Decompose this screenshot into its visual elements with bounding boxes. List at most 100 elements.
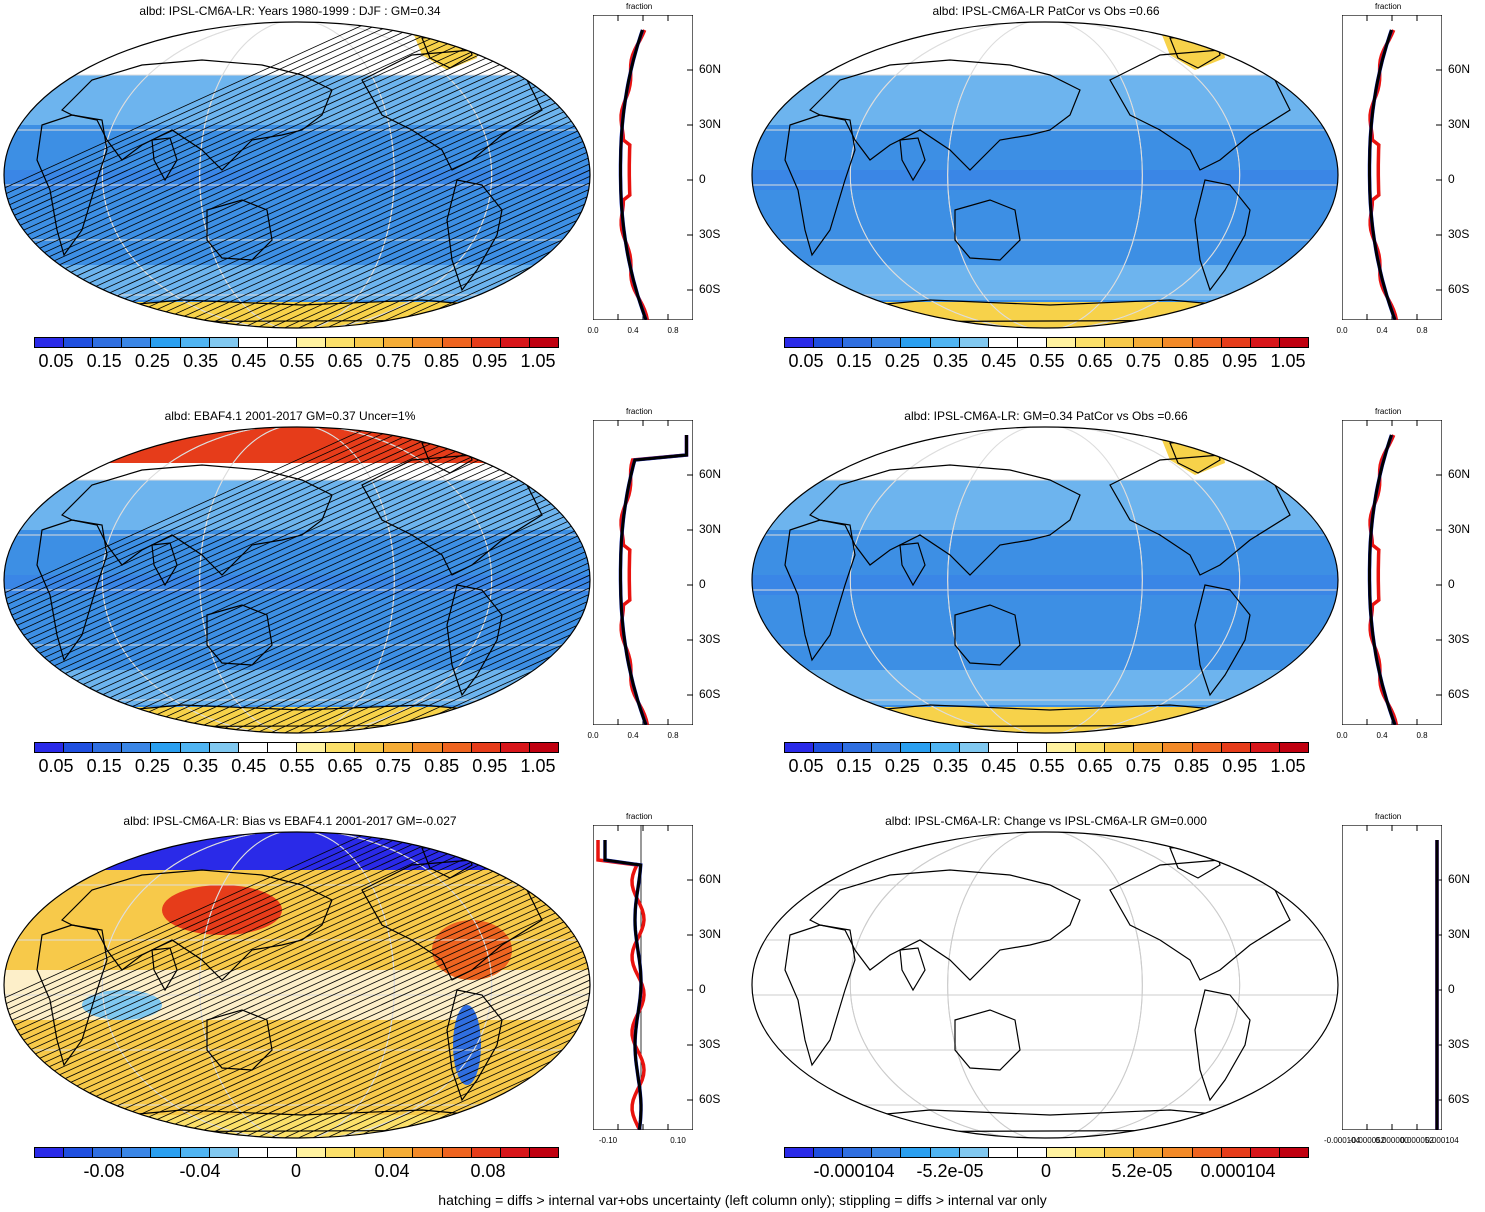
lat-tick-label: 60N xyxy=(699,872,722,886)
profile-axis-label: fraction xyxy=(626,812,653,821)
colorbar-swatch xyxy=(1221,1148,1251,1157)
colorbar-label: 0.75 xyxy=(1125,756,1161,776)
x-tick-label: 0.0 xyxy=(587,326,599,335)
colorbar-swatch xyxy=(1076,1148,1106,1157)
colorbar-swatch xyxy=(209,743,239,752)
lat-tick-label: 60S xyxy=(699,282,721,296)
lat-tick-label: 30N xyxy=(1448,927,1471,941)
antarctic-ice xyxy=(752,302,1338,328)
colorbar xyxy=(34,1147,559,1158)
reference-profile-line xyxy=(1368,434,1397,725)
zonal-mean-profile xyxy=(1342,825,1442,1130)
colorbar-swatch xyxy=(471,338,501,347)
colorbar-swatch xyxy=(1134,1148,1164,1157)
lat-tick-label: 30S xyxy=(699,1037,721,1051)
colorbar-swatch xyxy=(1017,1148,1047,1157)
colorbar-swatch xyxy=(442,338,472,347)
colorbar-label: 0.45 xyxy=(981,351,1017,371)
colorbar-swatch xyxy=(901,338,931,347)
colorbar-swatch xyxy=(901,1148,931,1157)
colorbar-label: 0.65 xyxy=(327,351,363,371)
colorbar-label: -0.08 xyxy=(83,1161,125,1181)
africa-outline xyxy=(36,114,108,257)
colorbar-label: 0.55 xyxy=(279,756,315,776)
colorbar-swatch xyxy=(35,1148,65,1157)
colorbar-label: 0.75 xyxy=(1125,351,1161,371)
colorbar-swatch xyxy=(1250,1148,1280,1157)
panel-title: albd: IPSL-CM6A-LR PatCor vs Obs =0.66 xyxy=(932,4,1160,18)
colorbar-label: 0.75 xyxy=(375,756,411,776)
reference-profile-line xyxy=(1368,29,1397,320)
south-america-outline xyxy=(446,179,503,292)
colorbar-label: 0.05 xyxy=(788,351,824,371)
zonal-mean-profile xyxy=(1342,420,1442,725)
lat-tick-label: 30N xyxy=(1448,522,1471,536)
north-america-outline xyxy=(1109,454,1291,576)
colorbar-swatch xyxy=(1046,743,1077,752)
colorbar-label: 0.04 xyxy=(374,1161,410,1181)
colorbar-swatch xyxy=(1192,1148,1222,1157)
antarctic-band xyxy=(4,1115,590,1138)
zonal-mean-profile xyxy=(593,825,693,1130)
reference-profile-line xyxy=(619,435,688,725)
australia-outline xyxy=(206,604,273,666)
colorbar-label: 0.55 xyxy=(1029,351,1065,371)
colorbar-swatch xyxy=(500,338,530,347)
india-outline xyxy=(899,947,926,992)
australia-outline xyxy=(954,199,1021,261)
colorbar-swatch xyxy=(471,743,501,752)
colorbar-swatch xyxy=(785,1148,815,1157)
colorbar-label: 0.35 xyxy=(933,756,969,776)
x-tick-label: -0.000052 xyxy=(1348,1136,1386,1145)
colorbar-label: 0.55 xyxy=(1029,756,1065,776)
colorbar-swatch xyxy=(180,743,210,752)
map-border xyxy=(3,831,591,1139)
lat-tick-label: 0 xyxy=(699,577,706,591)
lat-tick-label: 60S xyxy=(699,687,721,701)
colorbar-swatch xyxy=(1250,338,1280,347)
colorbar-label: -0.04 xyxy=(179,1161,221,1181)
colorbar-swatch xyxy=(64,338,94,347)
lat-tick-label: 30S xyxy=(1448,1037,1470,1051)
colorbar-swatch xyxy=(1076,743,1106,752)
colorbar-label: 1.05 xyxy=(520,351,556,371)
colorbar-label: 0.35 xyxy=(183,756,219,776)
colorbar-label: 0.65 xyxy=(1077,351,1113,371)
coastlines xyxy=(36,843,563,1133)
colorbar-swatch xyxy=(180,1148,210,1157)
colorbar-swatch xyxy=(930,1148,960,1157)
lat-tick-label: 30S xyxy=(699,227,721,241)
profile-axis-label: fraction xyxy=(1375,2,1402,11)
colorbar-label: 1.05 xyxy=(1270,351,1306,371)
colorbar-swatch xyxy=(267,743,297,752)
colorbar-swatch xyxy=(64,1148,94,1157)
colorbar-swatch xyxy=(1279,1148,1308,1157)
colorbar-swatch xyxy=(326,338,356,347)
colorbar-swatch xyxy=(238,743,268,752)
colorbar-label: 0.85 xyxy=(424,756,460,776)
colorbar-swatch xyxy=(35,743,65,752)
panel-title: albd: IPSL-CM6A-LR: Bias vs EBAF4.1 2001… xyxy=(123,814,457,828)
colorbar-swatch xyxy=(180,338,210,347)
colorbar-swatch xyxy=(326,1148,356,1157)
lat-tick-label: 0 xyxy=(1448,172,1455,186)
lat-tick-label: 30N xyxy=(699,117,722,131)
lat-tick-label: 60S xyxy=(1448,282,1470,296)
colorbar-label: 1.05 xyxy=(1270,756,1306,776)
colorbar xyxy=(784,337,1309,348)
colorbar-swatch xyxy=(814,338,844,347)
x-tick-label: 0.0 xyxy=(587,731,599,740)
profile-axis-label: fraction xyxy=(626,2,653,11)
colorbar xyxy=(784,742,1309,753)
lat-tick-label: 60N xyxy=(1448,467,1471,481)
colorbar-label: -5.2e-05 xyxy=(916,1161,984,1181)
profile-frame xyxy=(593,825,693,1130)
colorbar-swatch xyxy=(238,338,268,347)
colorbar-label: 0.45 xyxy=(231,351,267,371)
colorbar-label: 0.35 xyxy=(933,351,969,371)
colorbar-swatch xyxy=(988,1148,1018,1157)
africa-outline xyxy=(784,114,856,257)
colorbar-swatch xyxy=(1250,743,1280,752)
x-tick-label: 0.0 xyxy=(1336,326,1348,335)
lat-tick-label: 0 xyxy=(1448,577,1455,591)
